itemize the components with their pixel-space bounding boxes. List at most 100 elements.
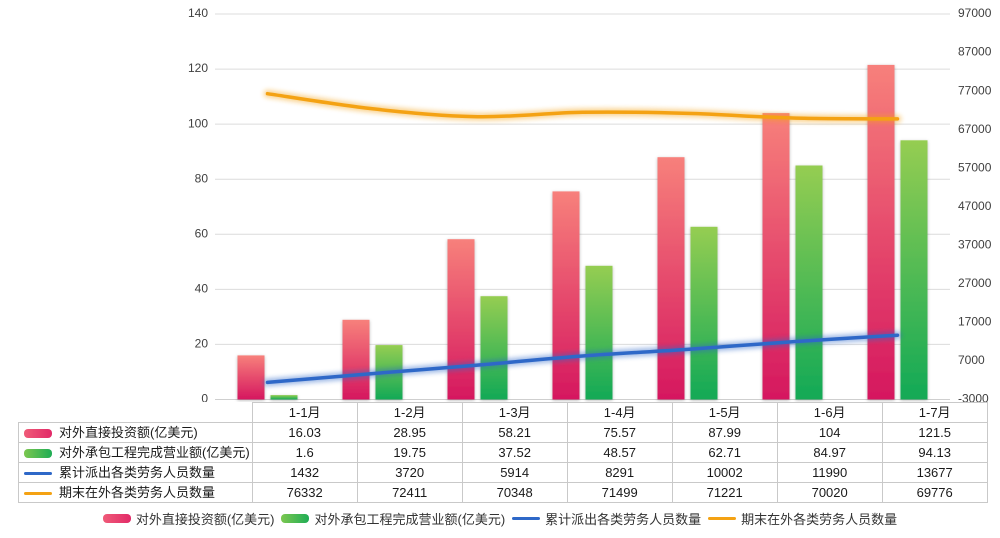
table-cell-2-1-6月: 11990: [776, 462, 883, 483]
line-series-3[interactable]: [265, 91, 900, 121]
line-swatch-icon: [512, 516, 541, 520]
combo-chart-plot: 0 20 40 60 80 100 120 140 -3000 7000 17000 27000 370…: [188, 6, 992, 402]
right-axis-tick-label: 27000: [958, 276, 992, 290]
left-axis-tick-label: 140: [188, 6, 208, 20]
left-axis-tick-label: 40: [195, 282, 209, 296]
table-corner-cell: [18, 402, 253, 423]
legend-label: 累计派出各类劳务人员数量: [545, 511, 702, 527]
table-series-label: 期末在外各类劳务人员数量: [18, 482, 253, 503]
right-axis-tick-label: 97000: [958, 6, 992, 20]
table-category-header: 1-1月: [251, 402, 358, 423]
left-axis-tick-label: 80: [195, 171, 209, 185]
legend-item-1[interactable]: 对外承包工程完成营业额(亿美元): [281, 509, 505, 528]
table-cell-0-1-5月: 87.99: [671, 422, 778, 443]
table-cell-2-1-5月: 10002: [671, 462, 778, 483]
bar-0-1-6月[interactable]: [762, 113, 790, 400]
line-series-2[interactable]: [265, 333, 900, 385]
right-axis-tick-label: 7000: [958, 353, 985, 367]
legend-item-3[interactable]: 期末在外各类劳务人员数量: [708, 509, 897, 528]
table-series-label: 累计派出各类劳务人员数量: [18, 462, 253, 483]
data-table: 1-1月 1-2月 1-3月 1-4月 1-5月 1-6月 1-7月 对外直接投资额(亿美元)…: [18, 402, 988, 503]
table-cell-1-1-7月: 94.13: [881, 442, 988, 463]
table-cell-3-1-1月: 76332: [251, 482, 358, 503]
line-swatch-icon: [708, 516, 737, 520]
table-category-header: 1-3月: [461, 402, 568, 423]
table-cell-3-1-6月: 70020: [776, 482, 883, 503]
bar-0-1-5月[interactable]: [657, 157, 685, 400]
bar-series-1: [270, 140, 928, 400]
right-axis-tick-label: 67000: [958, 122, 992, 136]
table-category-header: 1-6月: [776, 402, 883, 423]
right-axis-tick-label: 47000: [958, 199, 992, 213]
bar-1-1-5月[interactable]: [690, 226, 718, 400]
table-cell-1-1-6月: 84.97: [776, 442, 883, 463]
right-axis-tick-label: -3000: [958, 392, 989, 402]
table-cell-1-1-1月: 1.6: [251, 442, 358, 463]
table-cell-0-1-6月: 104: [776, 422, 883, 443]
table-category-header: 1-7月: [881, 402, 988, 423]
table-category-header: 1-5月: [671, 402, 778, 423]
bar-swatch-icon: [281, 513, 310, 523]
table-cell-0-1-3月: 58.21: [461, 422, 568, 443]
table-category-header: 1-4月: [566, 402, 673, 423]
table-header-row: 1-1月 1-2月 1-3月 1-4月 1-5月 1-6月 1-7月: [18, 402, 988, 423]
table-cell-0-1-7月: 121.5: [881, 422, 988, 443]
left-axis-tick-label: 0: [201, 392, 208, 402]
legend-label: 对外直接投资额(亿美元): [135, 511, 275, 527]
table-cell-1-1-5月: 62.71: [671, 442, 778, 463]
chart-legend: 对外直接投资额(亿美元) 对外承包工程完成营业额(亿美元) 累计派出各类劳务人员数量…: [0, 508, 1000, 528]
bar-1-1-3月[interactable]: [480, 296, 508, 400]
table-cell-1-1-3月: 37.52: [461, 442, 568, 463]
table-cell-0-1-1月: 16.03: [251, 422, 358, 443]
right-axis-tick-label: 37000: [958, 237, 992, 251]
bar-1-1-6月[interactable]: [795, 165, 823, 400]
table-cell-3-1-5月: 71221: [671, 482, 778, 503]
table-cell-3-1-4月: 71499: [566, 482, 673, 503]
table-category-header: 1-2月: [356, 402, 463, 423]
left-axis-tick-label: 100: [188, 116, 208, 130]
bar-0-1-3月[interactable]: [447, 239, 475, 400]
legend-label: 对外承包工程完成营业额(亿美元): [314, 511, 506, 527]
legend-item-0[interactable]: 对外直接投资额(亿美元): [102, 509, 275, 528]
table-row: 期末在外各类劳务人员数量 76332 72411 70348 71499 71221 700…: [18, 482, 988, 503]
table-series-label: 对外承包工程完成营业额(亿美元): [18, 442, 253, 463]
legend-item-2[interactable]: 累计派出各类劳务人员数量: [512, 509, 701, 528]
line-swatch-icon: [24, 472, 52, 476]
bar-0-1-2月[interactable]: [342, 319, 370, 400]
right-axis-tick-label: 57000: [958, 160, 992, 174]
table-cell-0-1-4月: 75.57: [566, 422, 673, 443]
table-cell-1-1-4月: 48.57: [566, 442, 673, 463]
table-cell-3-1-7月: 69776: [881, 482, 988, 503]
table-cell-2-1-2月: 3720: [356, 462, 463, 483]
bar-1-1-7月[interactable]: [900, 140, 928, 400]
line-swatch-icon: [24, 492, 52, 496]
table-row: 对外承包工程完成营业额(亿美元) 1.6 19.75 37.52 48.57 62.71 8…: [18, 442, 988, 463]
table-cell-3-1-3月: 70348: [461, 482, 568, 503]
table-row: 累计派出各类劳务人员数量 1432 3720 5914 8291 10002 11990 13…: [18, 462, 988, 483]
bar-swatch-icon: [24, 429, 52, 439]
right-axis-tick-label: 77000: [958, 83, 992, 97]
table-cell-2-1-7月: 13677: [881, 462, 988, 483]
table-cell-2-1-4月: 8291: [566, 462, 673, 483]
table-cell-2-1-3月: 5914: [461, 462, 568, 483]
left-axis-tick-label: 60: [195, 226, 209, 240]
table-row: 对外直接投资额(亿美元) 16.03 28.95 58.21 75.57 87.99 104…: [18, 422, 988, 443]
bar-0-1-1月[interactable]: [237, 355, 265, 400]
bar-swatch-icon: [102, 513, 131, 523]
table-series-label: 对外直接投资额(亿美元): [18, 422, 253, 443]
right-axis-tick-label: 17000: [958, 315, 992, 329]
right-axis-tick-label: 87000: [958, 45, 992, 59]
table-cell-2-1-1月: 1432: [251, 462, 358, 483]
left-axis-tick-label: 20: [195, 337, 209, 351]
bar-1-1-4月[interactable]: [585, 265, 613, 400]
chart-data-table: 1-1月 1-2月 1-3月 1-4月 1-5月 1-6月 1-7月 对外直接投资额(亿美元)…: [18, 402, 988, 503]
table-cell-0-1-2月: 28.95: [356, 422, 463, 443]
table-cell-3-1-2月: 72411: [356, 482, 463, 503]
bar-0-1-4月[interactable]: [552, 191, 580, 400]
bar-swatch-icon: [24, 449, 52, 459]
table-cell-1-1-2月: 19.75: [356, 442, 463, 463]
left-axis-tick-label: 120: [188, 61, 208, 75]
legend-label: 期末在外各类劳务人员数量: [741, 511, 898, 527]
bar-1-1-1月[interactable]: [270, 395, 298, 400]
